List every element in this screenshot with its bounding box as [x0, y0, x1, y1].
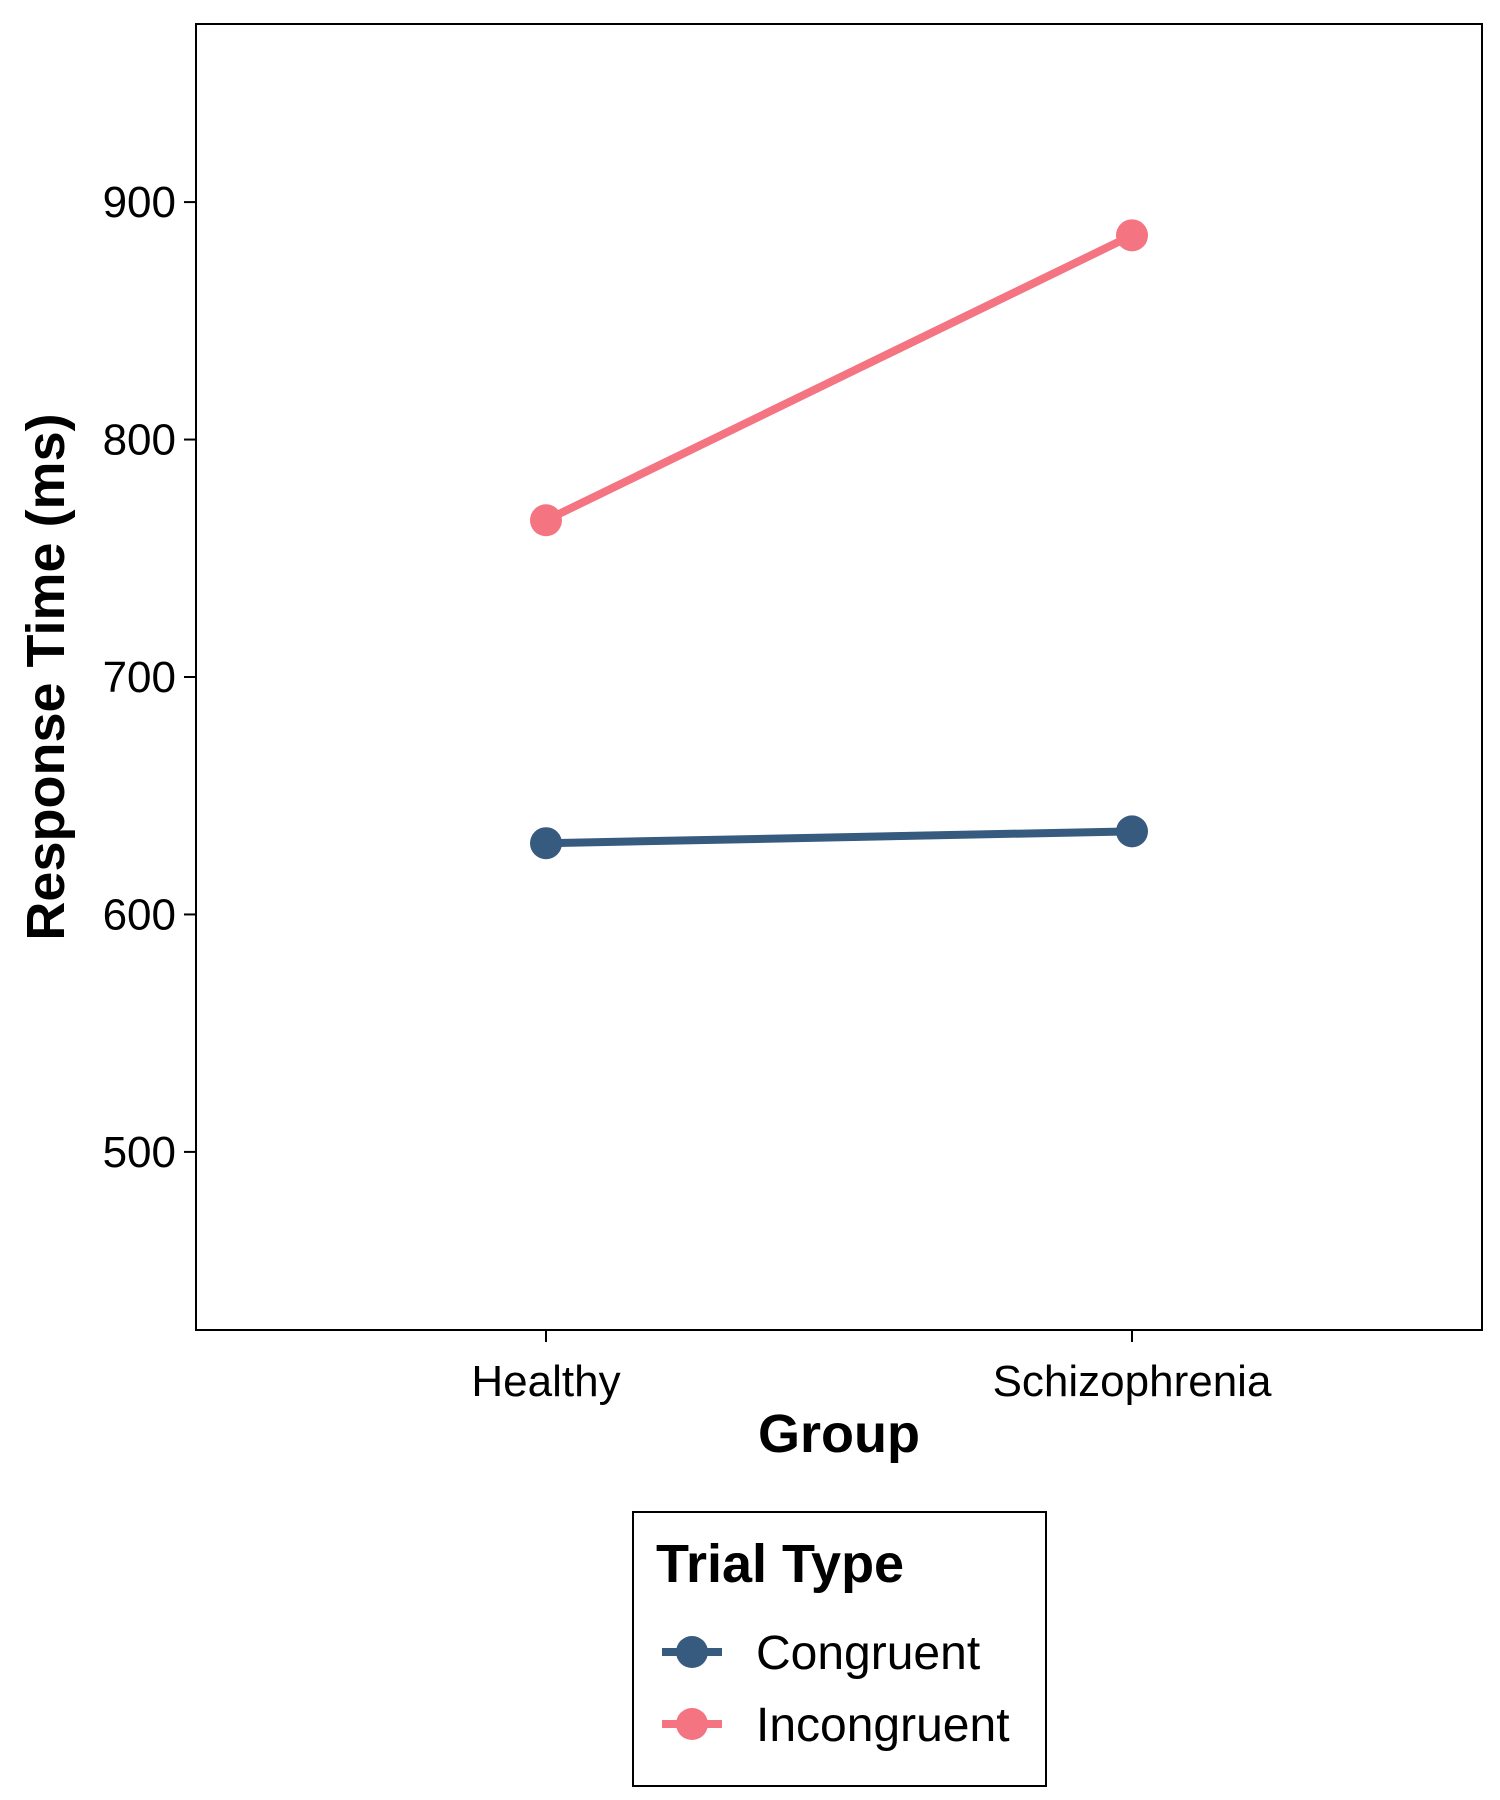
- series-points: [530, 219, 1148, 860]
- y-axis: 500 600 700 800 900: [103, 178, 196, 1177]
- series-line-incongruent: [544, 231, 1134, 524]
- y-tick-label: 500: [103, 1128, 176, 1177]
- series-lines: [544, 231, 1134, 848]
- y-tick-label: 600: [103, 890, 176, 939]
- data-point-incongruent-healthy: [530, 504, 562, 537]
- legend-key-point-incongruent: [676, 1708, 708, 1740]
- x-tick-label: Healthy: [471, 1357, 620, 1406]
- legend-label-congruent: Congruent: [756, 1627, 980, 1680]
- x-axis-title: Group: [758, 1404, 920, 1464]
- legend-items: Congruent Incongruent: [662, 1627, 1010, 1752]
- data-point-congruent-schizophrenia: [1116, 815, 1148, 848]
- y-tick-label: 800: [103, 416, 176, 465]
- y-axis-title: Response Time (ms): [16, 413, 76, 940]
- legend-title: Trial Type: [656, 1534, 904, 1594]
- y-tick-label: 900: [103, 178, 176, 227]
- legend-key-point-congruent: [676, 1636, 708, 1668]
- x-axis: Healthy Schizophrenia: [471, 1330, 1272, 1406]
- plot-panel: [195, 23, 1483, 1331]
- y-tick-label: 700: [103, 653, 176, 702]
- legend: Trial Type Congruent Incongruent: [632, 1511, 1047, 1787]
- x-tick-label: Schizophrenia: [993, 1357, 1272, 1406]
- data-point-congruent-healthy: [530, 827, 562, 860]
- legend-label-incongruent: Incongruent: [756, 1699, 1010, 1752]
- series-line-congruent: [545, 827, 1133, 848]
- data-point-incongruent-schizophrenia: [1116, 219, 1148, 252]
